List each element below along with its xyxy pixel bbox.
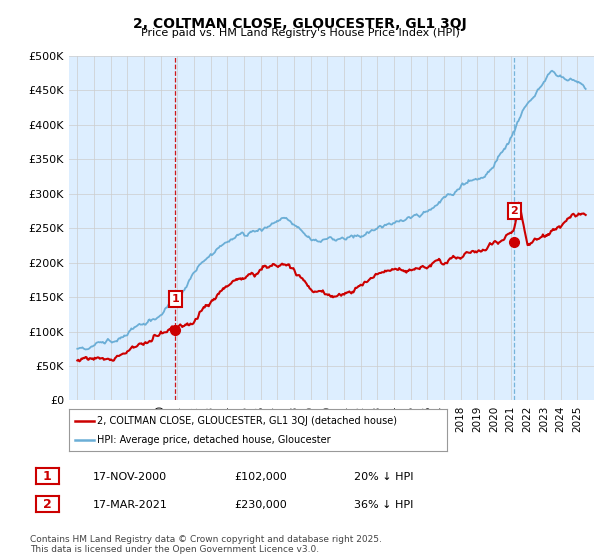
- Text: £230,000: £230,000: [234, 500, 287, 510]
- Text: £102,000: £102,000: [234, 472, 287, 482]
- Text: Contains HM Land Registry data © Crown copyright and database right 2025.
This d: Contains HM Land Registry data © Crown c…: [30, 535, 382, 554]
- Text: 17-NOV-2000: 17-NOV-2000: [93, 472, 167, 482]
- Text: Price paid vs. HM Land Registry's House Price Index (HPI): Price paid vs. HM Land Registry's House …: [140, 28, 460, 38]
- Text: 2, COLTMAN CLOSE, GLOUCESTER, GL1 3QJ (detached house): 2, COLTMAN CLOSE, GLOUCESTER, GL1 3QJ (d…: [97, 416, 397, 426]
- Text: 2: 2: [43, 497, 52, 511]
- Text: 1: 1: [43, 469, 52, 483]
- Text: 17-MAR-2021: 17-MAR-2021: [93, 500, 168, 510]
- Text: HPI: Average price, detached house, Gloucester: HPI: Average price, detached house, Glou…: [97, 435, 331, 445]
- Text: 2, COLTMAN CLOSE, GLOUCESTER, GL1 3QJ: 2, COLTMAN CLOSE, GLOUCESTER, GL1 3QJ: [133, 17, 467, 31]
- Text: 2: 2: [510, 206, 518, 216]
- Text: 36% ↓ HPI: 36% ↓ HPI: [354, 500, 413, 510]
- Text: 1: 1: [172, 294, 179, 304]
- Text: 20% ↓ HPI: 20% ↓ HPI: [354, 472, 413, 482]
